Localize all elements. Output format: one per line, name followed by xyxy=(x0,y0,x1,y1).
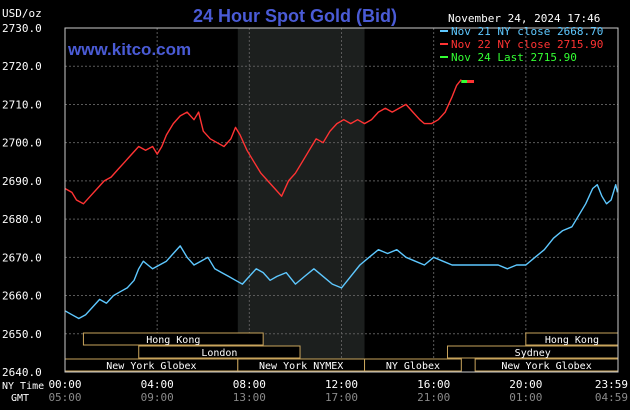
y-tick-label: 2710.0 xyxy=(2,98,42,111)
x-tick-label-gmt: 01:00 xyxy=(509,391,542,404)
session-box xyxy=(138,345,301,359)
y-tick-label: 2730.0 xyxy=(2,22,42,35)
x-tick-label-gmt: 04:59 xyxy=(595,391,628,404)
x-tick-label-gmt: 13:00 xyxy=(233,391,266,404)
x-tick-label-ny: 16:00 xyxy=(417,378,450,391)
session-label: Hong Kong xyxy=(545,335,599,346)
x-tick-label-ny: 08:00 xyxy=(233,378,266,391)
x-tick-label-gmt: 09:00 xyxy=(141,391,174,404)
timestamp: November 24, 2024 17:46 xyxy=(448,12,600,25)
y-tick-label: 2700.0 xyxy=(2,137,42,150)
y-tick-labels: 2640.0 2650.0 2660.0 2670.0 2680.0 2690.0 2700… xyxy=(2,22,42,379)
x-tick-label-gmt: 05:00 xyxy=(48,391,81,404)
legend-entry: Nov 24 Last 2715.90 xyxy=(451,51,577,64)
series-line xyxy=(64,79,462,205)
session-label: Sydney xyxy=(515,348,551,359)
series-line xyxy=(64,184,619,320)
series-lines xyxy=(64,79,619,320)
session-label: Hong Kong xyxy=(146,335,200,346)
session-label: NY Globex xyxy=(386,361,440,372)
legend-entry: Nov 22 NY close 2715.90 xyxy=(451,38,603,51)
session-label: New York Globex xyxy=(501,361,591,372)
x-tick-label-ny: 00:00 xyxy=(48,378,81,391)
x-axis-row-labels: NY Time GMT xyxy=(2,381,44,404)
gmt-label: GMT xyxy=(11,393,29,404)
y-axis-label: USD/oz xyxy=(2,7,42,20)
x-tick-label-ny: 04:00 xyxy=(141,378,174,391)
y-tick-label: 2670.0 xyxy=(2,251,42,264)
session-box xyxy=(364,358,462,372)
ny-time-label: NY Time xyxy=(2,381,44,392)
nymex-hours-band xyxy=(237,28,365,372)
y-tick-label: 2660.0 xyxy=(2,290,42,303)
y-tick-label: 2690.0 xyxy=(2,175,42,188)
session-box xyxy=(82,332,264,346)
x-tick-label-ny: 23:59 xyxy=(595,378,628,391)
y-tick-label: 2650.0 xyxy=(2,328,42,341)
session-label: London xyxy=(201,348,237,359)
y-tick-label: 2720.0 xyxy=(2,60,42,73)
x-tick-label-gmt: 17:00 xyxy=(325,391,358,404)
y-tick-label: 2640.0 xyxy=(2,366,42,379)
x-tick-label-ny: 12:00 xyxy=(325,378,358,391)
website-watermark: www.kitco.com xyxy=(67,40,191,59)
session-label: New York NYMEX xyxy=(259,361,343,372)
chart-title: 24 Hour Spot Gold (Bid) xyxy=(193,6,397,26)
x-tick-label-gmt: 21:00 xyxy=(417,391,450,404)
plot-frame xyxy=(64,27,619,373)
y-tick-label: 2680.0 xyxy=(2,213,42,226)
legend-entry: Nov 21 NY close 2668.70 xyxy=(451,25,603,38)
session-label: New York Globex xyxy=(106,361,196,372)
x-tick-label-ny: 20:00 xyxy=(509,378,542,391)
